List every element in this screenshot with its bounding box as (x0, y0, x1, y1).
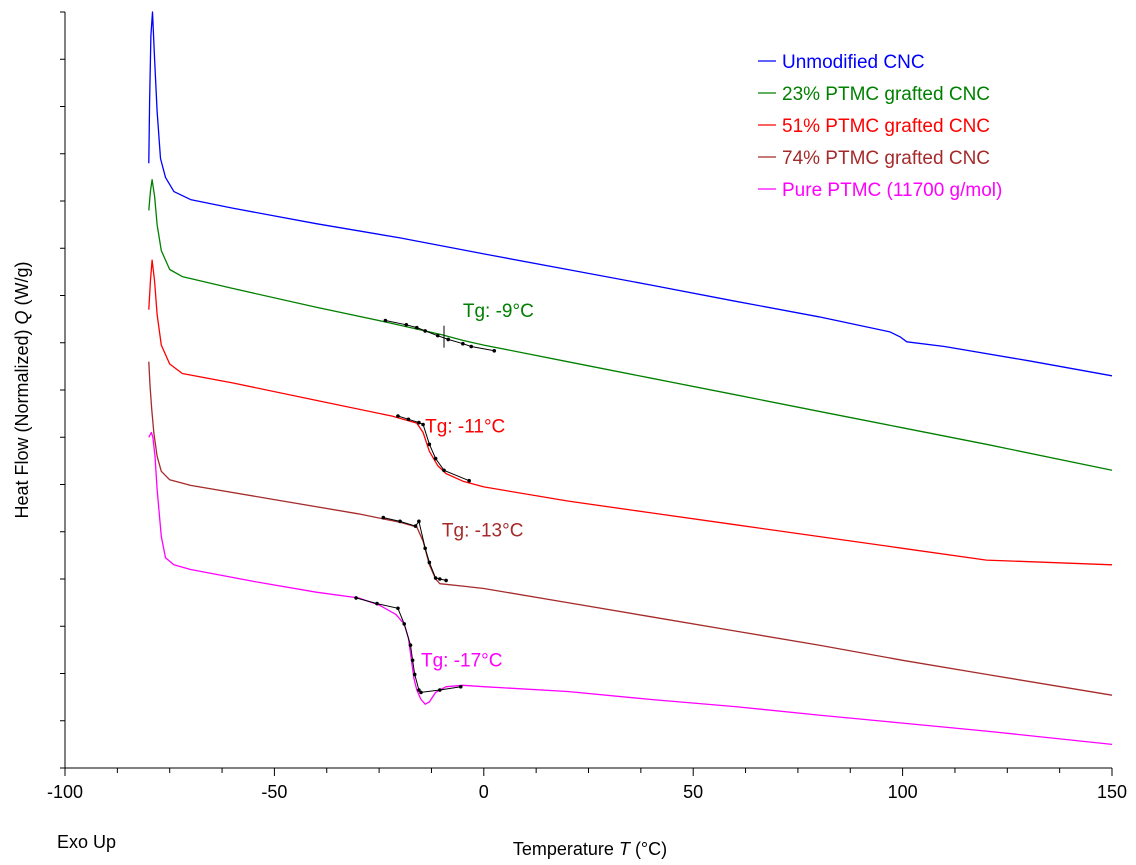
tg-fit-point-1-5 (433, 456, 438, 461)
x-tick-label-5: 150 (1097, 782, 1127, 802)
tg-fit-point-2-6 (433, 576, 438, 580)
tg-fit-point-0-6 (461, 341, 465, 346)
tg-fit-point-1-6 (442, 468, 446, 473)
y-ticks (60, 11, 65, 769)
tg-fit-point-2-3 (417, 519, 421, 524)
tg-fit-point-3-9 (438, 688, 442, 692)
tg-fit-point-0-7 (469, 344, 474, 349)
tg-fit-point-1-7 (467, 478, 471, 483)
tg-fit-point-2-2 (413, 524, 418, 528)
legend-label-3: 74% PTMC grafted CNC (782, 148, 990, 169)
x-tick-label-2: 0 (479, 782, 489, 802)
tg-label-2: Tg: -13°C (442, 520, 524, 541)
series-line-4 (148, 431, 1113, 746)
tg-fit-point-3-10 (458, 684, 463, 689)
tg-fit-point-0-3 (423, 329, 427, 333)
tg-fit-point-3-8 (419, 690, 423, 695)
tg-fit-line-1 (397, 415, 470, 482)
tg-fit-point-3-1 (375, 601, 379, 606)
tg-fit-line-3 (355, 597, 461, 693)
tg-fit-point-1-2 (417, 420, 421, 425)
tg-label-0: Tg: -9°C (463, 301, 534, 322)
tg-label-3: Tg: -17°C (421, 650, 503, 671)
tg-fit-point-3-0 (354, 596, 358, 600)
tg-fit-point-0-4 (435, 333, 440, 338)
tg-fit-point-2-0 (381, 515, 386, 520)
tg-fit-point-3-5 (410, 658, 415, 663)
x-tick-label-4: 100 (888, 782, 918, 802)
tg-fit-point-0-0 (383, 318, 388, 323)
tg-fit-point-3-6 (412, 672, 417, 677)
x-ticks: -100 -50 0 50 100 150 (47, 768, 1127, 802)
series-line-0 (148, 11, 1113, 377)
y-axis-title: Heat Flow (Normalized) Q (W/g) (12, 261, 32, 518)
tg-fit-point-0-5 (446, 337, 451, 342)
tg-fit-point-1-4 (427, 442, 432, 447)
tg-fit-layer (354, 318, 497, 695)
x-tick-label-1: -50 (261, 782, 287, 802)
tg-fit-point-0-1 (404, 322, 409, 327)
legend-label-1: 23% PTMC grafted CNC (782, 84, 990, 105)
legend-label-2: 51% PTMC grafted CNC (782, 116, 990, 137)
tg-fit-point-2-8 (444, 578, 448, 583)
tg-label-1: Tg: -11°C (425, 417, 505, 438)
tg-fit-point-1-0 (396, 414, 400, 418)
annotation-layer: Tg: -9°C Tg: -11°C Tg: -13°C Tg: -17°C (421, 301, 534, 672)
x-tick-label-0: -100 (47, 782, 83, 802)
tg-fit-point-3-7 (417, 688, 421, 692)
tg-fit-point-1-1 (406, 417, 411, 422)
tg-fit-point-0-2 (414, 325, 419, 330)
series-line-2 (148, 259, 1113, 566)
x-tick-label-3: 50 (683, 782, 703, 802)
tg-fit-point-2-4 (423, 546, 427, 551)
legend-label-0: Unmodified CNC (782, 52, 925, 73)
exo-up-note: Exo Up (57, 832, 116, 852)
tg-fit-point-2-7 (438, 577, 442, 581)
tg-fit-point-0-8 (492, 348, 497, 353)
x-axis-title: Temperature T (°C) (513, 839, 667, 859)
tg-fit-point-3-4 (408, 643, 413, 647)
legend-label-4: Pure PTMC (11700 g/mol) (782, 180, 1002, 201)
tg-fit-point-3-3 (402, 622, 407, 626)
tg-fit-point-2-1 (398, 519, 402, 524)
tg-fit-point-1-3 (421, 422, 425, 427)
series-line-1 (148, 179, 1113, 471)
series-line-3 (148, 361, 1113, 696)
tg-fit-point-3-2 (396, 606, 400, 611)
tg-fit-point-2-5 (427, 560, 432, 565)
legend: Unmodified CNC 23% PTMC grafted CNC 51% PT… (758, 52, 1002, 201)
